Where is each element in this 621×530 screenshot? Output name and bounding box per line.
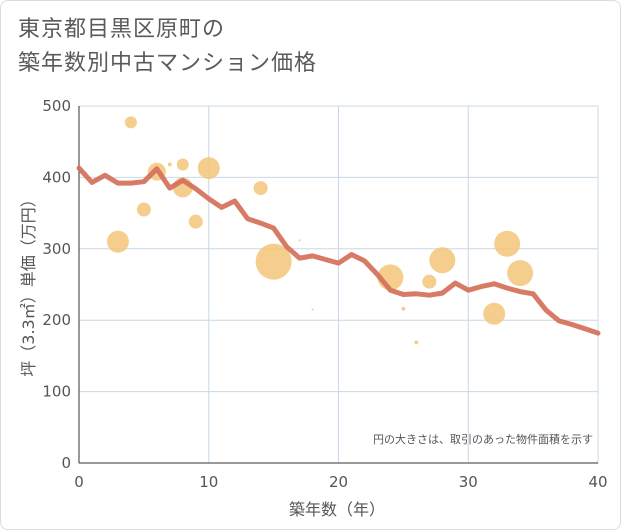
x-tick-label: 30 — [459, 473, 478, 491]
y-tick-label: 500 — [42, 97, 71, 115]
bubble-point — [401, 306, 406, 311]
x-axis-title: 築年数（年） — [289, 500, 385, 519]
bubble-point — [311, 308, 314, 311]
bubble-point — [483, 302, 506, 325]
title-line-1: 東京都目黒区原町の — [18, 17, 226, 42]
x-tick-label: 20 — [329, 473, 348, 491]
title-line-2: 築年数別中古マンション価格 — [18, 51, 318, 76]
bubble-point — [167, 162, 172, 167]
bubble-point — [136, 202, 151, 217]
y-tick-label: 0 — [61, 454, 71, 472]
bubble-point — [188, 214, 203, 229]
y-tick-label: 100 — [42, 383, 71, 401]
bubble-point — [197, 157, 220, 180]
y-tick-label: 400 — [42, 168, 71, 186]
bubble-point — [429, 247, 456, 274]
bubble-layer — [106, 116, 534, 345]
y-axis-title: 坪（3.3㎡）単価（万円） — [19, 191, 38, 376]
x-tick-label: 10 — [199, 473, 218, 491]
bubble-point — [106, 230, 129, 253]
x-tick-label: 0 — [74, 473, 84, 491]
area-note: 円の大きさは、取引のあった物件面積を示す — [373, 432, 593, 446]
trend-line — [76, 165, 601, 336]
line-layer — [76, 165, 601, 336]
bubble-point — [176, 158, 189, 171]
x-tick-label: 40 — [588, 473, 607, 491]
bubble-point — [507, 260, 534, 287]
y-tick-label: 300 — [42, 240, 71, 258]
y-tick-label: 200 — [42, 311, 71, 329]
bubble-point — [494, 230, 521, 257]
bubble-point — [253, 181, 268, 196]
bubble-point — [298, 239, 301, 242]
bubble-point — [414, 340, 419, 345]
bubble-point — [124, 116, 137, 129]
bubble-point — [255, 243, 292, 280]
bubble-point — [422, 274, 437, 289]
chart-title: 東京都目黒区原町の 築年数別中古マンション価格 — [18, 13, 317, 81]
